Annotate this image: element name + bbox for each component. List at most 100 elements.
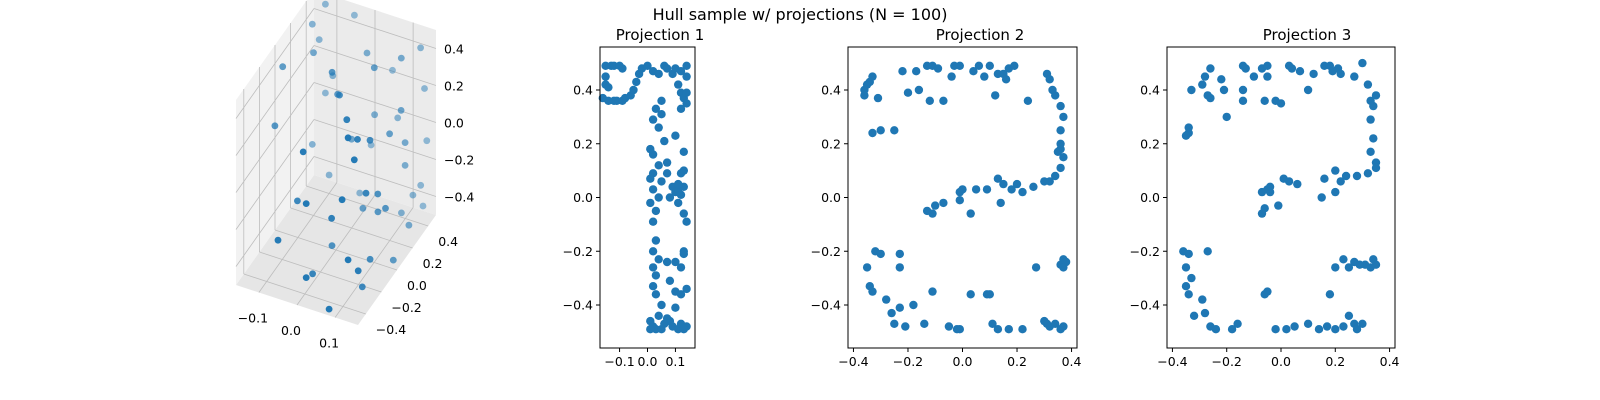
scatter-3d-point: [423, 137, 431, 145]
scatter-3d-point: [366, 136, 374, 144]
projection-1-point: [679, 166, 688, 175]
projection-2-point: [1004, 325, 1013, 334]
scatter-3d-panel: X −0.10.00.1−0.4−0.20.00.20.4−0.4−0.20.0…: [235, 0, 475, 351]
axes-3d-tick-labels: −0.1 0.0 0.1 −0.4 −0.2 0.0 0.2 0.4 −0.4 −0.2 0.0 0.…: [238, 42, 475, 351]
scatter-3d-point: [328, 68, 336, 76]
projection-3-point: [1303, 319, 1313, 328]
projection-3-point: [1336, 177, 1345, 186]
projection-3-point: [1320, 174, 1329, 183]
projection-2-point: [974, 61, 984, 70]
projection-2-point: [971, 185, 981, 194]
projection-2-point: [1051, 319, 1060, 328]
projection-1-point: [674, 198, 683, 208]
projection-2-point: [1001, 75, 1011, 84]
projection-1-point: [651, 290, 661, 299]
scatter-3d-point: [294, 197, 301, 205]
projection-3-point: [1238, 85, 1248, 95]
projection-2-point: [933, 64, 943, 73]
scatter-3d-point: [328, 214, 335, 222]
axis-3d-z-tick-label: −0.4: [444, 190, 474, 205]
projection-3-point: [1206, 64, 1215, 73]
panel-title-projection-1: Projection 1: [616, 26, 704, 44]
grid-line: [235, 156, 315, 267]
grid-line: [313, 82, 437, 123]
projection-3-point: [1366, 96, 1375, 106]
projection-3-point: [1282, 325, 1291, 334]
projection-2-point: [1059, 322, 1068, 331]
scatter-3d-point: [362, 189, 370, 197]
projection-3-point: [1198, 295, 1207, 304]
projection-3-point: [1181, 282, 1191, 291]
projection-3-point: [1371, 91, 1381, 100]
projection-2-point: [969, 67, 978, 76]
projection-3-point: [1358, 58, 1367, 68]
projection-3-point: [1350, 72, 1359, 81]
projection-1-point: [674, 80, 683, 89]
scatter-3d-point: [382, 204, 389, 212]
projection-1-point: [662, 257, 672, 267]
projection-1-point: [671, 257, 680, 267]
scatter-3d-point: [344, 256, 352, 264]
projection-3-point: [1263, 72, 1272, 81]
projection-1-point: [646, 144, 655, 154]
projection-1-point: [682, 61, 691, 70]
projection-3-point: [1350, 257, 1359, 267]
scatter-3d-point: [351, 11, 358, 19]
projection-2-point: [922, 206, 932, 216]
projection-3-point: [1331, 263, 1340, 272]
projection-2-point: [1018, 325, 1027, 334]
projection-1-point: [660, 136, 669, 146]
projection-3-point: [1189, 311, 1199, 320]
projection-2-point: [996, 198, 1005, 208]
projection-3-point: [1265, 182, 1275, 191]
projection-3-point: [1369, 134, 1378, 143]
projection-1-x-tick-label: 0.1: [665, 354, 685, 369]
projection-3-point: [1198, 80, 1207, 89]
projection-3-point: [1187, 85, 1196, 95]
projection-2-point: [985, 290, 994, 299]
projection-2-point: [1007, 185, 1016, 194]
projection-1-point: [676, 190, 686, 199]
projection-2-point: [939, 96, 948, 106]
projection-3-y-tick-label: 0.4: [1140, 83, 1160, 98]
projection-3-point: [1200, 72, 1210, 81]
scatter-3d-point: [421, 85, 428, 92]
scatter-3d-point: [417, 44, 424, 52]
projection-2-point: [1056, 163, 1065, 173]
projection-2-point: [1059, 153, 1068, 162]
projection-3-point: [1331, 187, 1340, 197]
scatter-3d-point: [417, 181, 425, 189]
projection-2-point: [955, 196, 964, 205]
projection-1-point: [648, 115, 658, 124]
projection-2-point: [966, 209, 975, 218]
scatter-3d-point: [336, 91, 343, 99]
projection-3-point: [1303, 85, 1313, 95]
projection-3-point: [1187, 273, 1196, 283]
projection-2-point: [1056, 101, 1065, 111]
projection-3-point: [1322, 322, 1332, 331]
projection-3-y-tick-label: −0.2: [1130, 244, 1160, 259]
projection-3-point: [1344, 263, 1354, 272]
scatter-3d-point: [405, 221, 413, 229]
projection-1-point: [654, 311, 663, 320]
projection-1-point: [679, 147, 688, 156]
projection-1-point: [679, 325, 688, 334]
projection-2-point: [988, 319, 997, 328]
projection-3-x-tick-label: 0.4: [1380, 354, 1400, 369]
projection-2-point: [1010, 61, 1019, 70]
scatter-3d-point: [398, 209, 405, 217]
projection-1-point: [662, 314, 672, 323]
projection-1-point: [648, 217, 658, 226]
scatter-3d-point: [354, 136, 361, 143]
grid-line: [274, 229, 398, 271]
axis-3d-y-tick-label: 0.0: [407, 278, 427, 293]
scatter-3d-point: [299, 148, 307, 156]
axis-3d-y-tick-label: 0.4: [438, 234, 458, 249]
projection-2-point: [991, 91, 1000, 100]
scatter-3d-point: [274, 236, 282, 244]
projection-3-point: [1257, 187, 1267, 197]
axis-3d-y-tick-label: −0.2: [391, 300, 421, 315]
projection-2-point: [876, 249, 885, 259]
projection-2-point: [868, 287, 877, 296]
grid-line: [313, 119, 437, 160]
